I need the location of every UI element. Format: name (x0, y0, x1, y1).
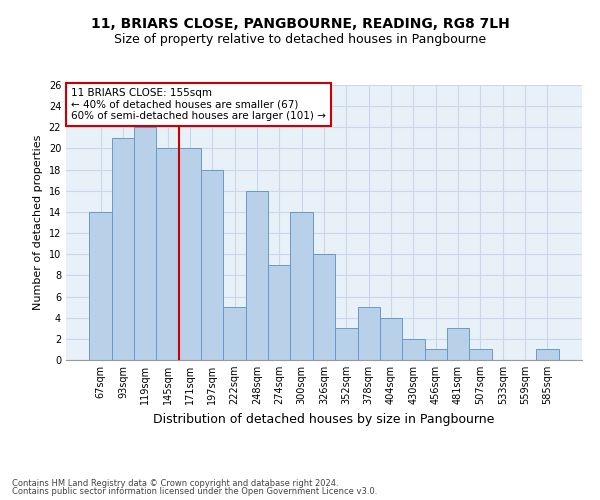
Bar (536, 350, 559, 360)
Bar (402, 339, 425, 360)
Bar (447, 328, 469, 360)
Bar (157, 148, 179, 360)
Bar (469, 350, 491, 360)
Bar (313, 254, 335, 360)
Bar (112, 138, 134, 360)
Text: 11 BRIARS CLOSE: 155sqm
← 40% of detached houses are smaller (67)
60% of semi-de: 11 BRIARS CLOSE: 155sqm ← 40% of detache… (71, 88, 326, 121)
Bar (201, 170, 223, 360)
Bar (179, 148, 201, 360)
Bar (358, 307, 380, 360)
Text: Contains public sector information licensed under the Open Government Licence v3: Contains public sector information licen… (12, 487, 377, 496)
Bar (290, 212, 313, 360)
Bar (223, 307, 246, 360)
Text: Size of property relative to detached houses in Pangbourne: Size of property relative to detached ho… (114, 32, 486, 46)
Bar (89, 212, 112, 360)
Text: 11, BRIARS CLOSE, PANGBOURNE, READING, RG8 7LH: 11, BRIARS CLOSE, PANGBOURNE, READING, R… (91, 18, 509, 32)
Bar (335, 328, 358, 360)
Y-axis label: Number of detached properties: Number of detached properties (33, 135, 43, 310)
X-axis label: Distribution of detached houses by size in Pangbourne: Distribution of detached houses by size … (154, 412, 494, 426)
Bar (380, 318, 402, 360)
Bar (425, 350, 447, 360)
Text: Contains HM Land Registry data © Crown copyright and database right 2024.: Contains HM Land Registry data © Crown c… (12, 478, 338, 488)
Bar (246, 191, 268, 360)
Bar (268, 265, 290, 360)
Bar (134, 128, 157, 360)
